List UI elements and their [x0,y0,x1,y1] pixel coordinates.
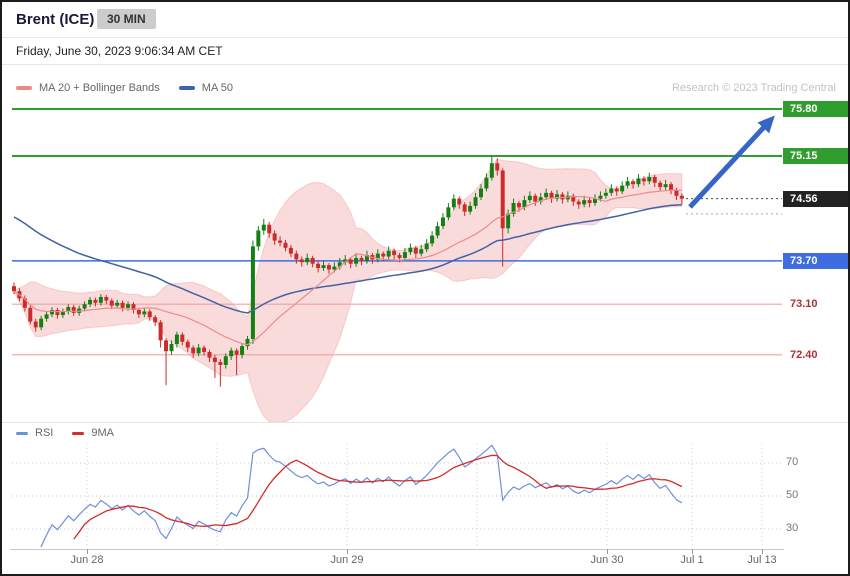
x-axis-tick [607,549,608,554]
timestamp: Friday, June 30, 2023 9:06:34 AM CET [16,44,223,58]
price-label-74-56: 74.56 [783,190,848,207]
ma50-label: MA 50 [201,82,233,94]
price-label-72-40: 72.40 [790,348,818,361]
x-label-2: Jun 30 [590,554,624,566]
ma20-bollinger-label: MA 20 + Bollinger Bands [39,82,160,94]
main-chart-legend: MA 20 + Bollinger Bands MA 50 [16,82,233,94]
rsi-9ma-swatch [72,431,85,435]
rsi-9ma-label: 9MA [91,427,114,439]
x-label-3: Jul 1 [680,554,704,566]
rsi-tick-70: 70 [786,456,799,468]
date-separator [2,64,848,65]
forecast-arrow [688,115,775,209]
rsi-swatch [16,431,28,435]
main-chart-svg [12,108,782,422]
rsi-tick-50: 50 [786,489,799,501]
rsi-label: RSI [35,427,54,439]
ma20-bollinger-swatch [16,86,32,90]
x-axis-tick [762,549,763,554]
price-label-75-15: 75.15 [783,147,848,164]
x-axis-tick [347,549,348,554]
x-label-1: Jun 29 [330,554,364,566]
ma50-swatch [178,86,195,90]
x-axis [10,549,784,550]
rsi-line [40,444,683,547]
x-axis-tick [87,549,88,554]
header-separator [2,37,848,38]
x-label-4: Jul 13 [747,554,777,566]
price-label-73-70: 73.70 [783,252,848,269]
attribution-text: Research © 2023 Trading Central [671,82,836,94]
rsi-separator [2,422,848,423]
price-label-73-10: 73.10 [790,298,818,311]
rsi-chart-svg [12,444,782,547]
timeframe-badge: 30 MIN [97,9,156,29]
ma20-line [13,189,682,346]
rsi-legend: RSI 9MA [16,427,114,439]
ma50-line [13,204,682,314]
bollinger-band [13,158,683,422]
price-label-75-80: 75.80 [783,101,848,117]
rsi-tick-30: 30 [786,522,799,534]
x-label-0: Jun 28 [70,554,104,566]
x-axis-tick [692,549,693,554]
instrument-title: Brent (ICE) [16,11,95,28]
rsi-9ma-line [73,454,683,540]
